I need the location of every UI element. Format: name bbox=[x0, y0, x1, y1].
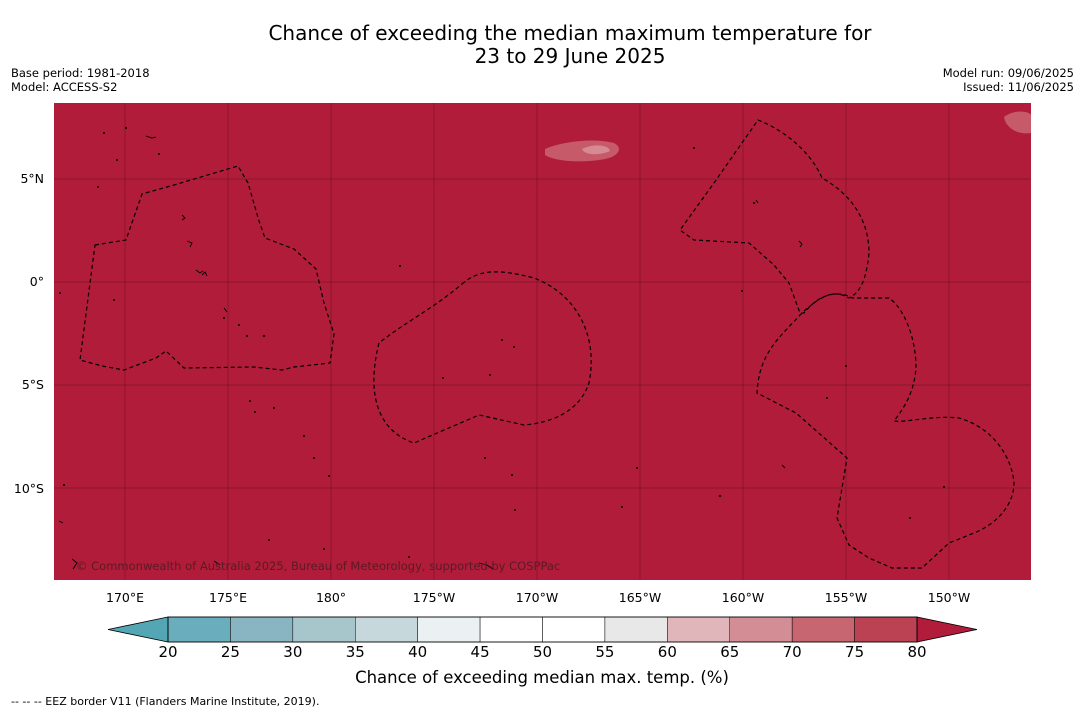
eez-borders bbox=[79, 119, 1015, 569]
colorbar-tick-label: 45 bbox=[470, 643, 490, 661]
colorbar-tick-label: 50 bbox=[532, 643, 553, 661]
colorbar-segment bbox=[292, 616, 356, 643]
colorbar-segment bbox=[479, 616, 543, 643]
map-svg bbox=[54, 103, 1031, 580]
colorbar-segments bbox=[167, 616, 918, 643]
lon-label-150w: 150°W bbox=[927, 590, 971, 605]
colorbar-tick-label: 75 bbox=[845, 643, 865, 661]
base-period: Base period: 1981-2018 bbox=[11, 66, 150, 80]
lon-label-175e: 175°E bbox=[208, 590, 248, 605]
lat-label-5s: 5°S bbox=[21, 377, 44, 392]
colorbar-tick-label: 35 bbox=[345, 643, 365, 661]
lon-label-180: 180° bbox=[315, 590, 347, 605]
colorbar-segment bbox=[791, 616, 855, 643]
colorbar-frame bbox=[167, 616, 918, 643]
title-line-2: 23 to 29 June 2025 bbox=[474, 44, 666, 68]
eez-footnote: -- -- -- EEZ border V11 (Flanders Marine… bbox=[11, 695, 320, 708]
meta-right: Model run: 09/06/2025 Issued: 11/06/2025 bbox=[943, 66, 1074, 94]
island-dots bbox=[59, 127, 945, 558]
lat-label-0: 0° bbox=[29, 274, 44, 289]
colorbar-under-arrow bbox=[107, 616, 169, 643]
meta-left: Base period: 1981-2018 Model: ACCESS-S2 bbox=[11, 66, 150, 94]
chart-title: Chance of exceeding the median maximum t… bbox=[0, 22, 1085, 68]
colorbar-segment bbox=[729, 616, 793, 643]
islands bbox=[58, 135, 803, 570]
colorbar-segment bbox=[604, 616, 668, 643]
title-line-1: Chance of exceeding the median maximum t… bbox=[268, 21, 872, 45]
lon-label-170e: 170°E bbox=[105, 590, 145, 605]
colorbar-segment bbox=[230, 616, 294, 643]
colorbar-tick-label: 60 bbox=[657, 643, 677, 661]
map-panel[interactable] bbox=[54, 103, 1031, 580]
colorbar-segment bbox=[417, 616, 481, 643]
lon-label-165w: 165°W bbox=[618, 590, 662, 605]
model-run: Model run: 09/06/2025 bbox=[942, 66, 1074, 80]
graticule bbox=[54, 103, 1031, 580]
lat-label-5n: 5°N bbox=[20, 171, 44, 186]
lon-label-160w: 160°W bbox=[721, 590, 765, 605]
issued-date: Issued: 11/06/2025 bbox=[963, 80, 1074, 94]
colorbar-over-arrow bbox=[916, 616, 978, 643]
lat-label-10s: 10°S bbox=[13, 481, 44, 496]
colorbar-segment bbox=[854, 616, 918, 643]
lon-label-170w: 170°W bbox=[515, 590, 559, 605]
colorbar-segment bbox=[167, 616, 231, 643]
colorbar bbox=[107, 616, 978, 643]
copyright-note: © Commonwealth of Australia 2025, Bureau… bbox=[76, 559, 561, 573]
model-name: Model: ACCESS-S2 bbox=[11, 80, 118, 94]
lon-label-175w: 175°W bbox=[412, 590, 456, 605]
colorbar-tick-label: 40 bbox=[408, 643, 428, 661]
eez-kiribati-gilberts bbox=[79, 165, 335, 371]
colorbar-segment bbox=[542, 616, 606, 643]
colorbar-segment bbox=[667, 616, 730, 643]
colorbar-tick-label: 25 bbox=[220, 643, 240, 661]
edge-patch bbox=[1004, 111, 1031, 134]
lon-label-155w: 155°W bbox=[824, 590, 868, 605]
low-probability-core bbox=[582, 145, 610, 155]
probability-field bbox=[54, 103, 1031, 580]
colorbar-title: Chance of exceeding median max. temp. (%… bbox=[355, 668, 729, 687]
colorbar-tick-label: 55 bbox=[595, 643, 615, 661]
colorbar-tick-label: 20 bbox=[158, 643, 178, 661]
colorbar-tick-label: 30 bbox=[283, 643, 303, 661]
colorbar-tick-label: 80 bbox=[907, 643, 927, 661]
colorbar-tick-label: 70 bbox=[782, 643, 802, 661]
colorbar-tick-label: 65 bbox=[720, 643, 740, 661]
colorbar-segment bbox=[355, 616, 418, 643]
